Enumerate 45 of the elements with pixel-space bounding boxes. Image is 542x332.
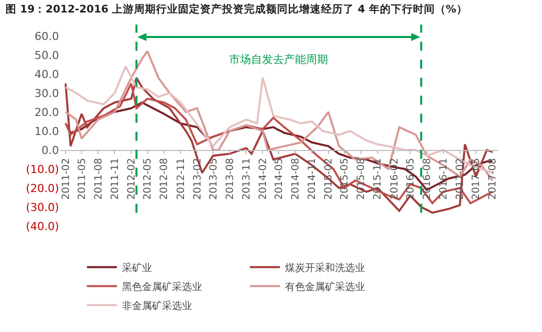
x-tick-label: 2015-02 xyxy=(324,158,335,200)
legend-label: 煤炭开采和洗选业 xyxy=(284,262,365,274)
chart-title: 图 19：2012-2016 上游周期行业固定资产投资完成额同比增速经历了 4 年的下行时间（%） xyxy=(5,2,468,16)
x-tick-label: 2015-08 xyxy=(356,158,368,200)
x-tick-label: 2014-11 xyxy=(307,158,318,200)
x-tick-label: 2017-02 xyxy=(455,158,466,200)
x-tick-label: 2014-08 xyxy=(290,158,302,200)
x-tick-label: 2014-02 xyxy=(258,158,269,200)
x-tick-label: 2011-05 xyxy=(76,158,88,200)
y-tick-label: (20.0) xyxy=(26,182,59,195)
x-tick-label: 2017-05 xyxy=(471,158,482,200)
y-tick-label: 20.0 xyxy=(34,106,59,119)
y-tick-label: 30.0 xyxy=(34,86,59,100)
y-tick-label: (30.0) xyxy=(26,200,59,214)
x-tick-label: 2016-08 xyxy=(422,158,434,200)
y-tick-label: 50.0 xyxy=(34,48,59,62)
y-tick-label: 40.0 xyxy=(34,68,59,81)
x-tick-label: 2016-05 xyxy=(405,158,416,200)
x-tick-label: 2012-02 xyxy=(126,158,138,200)
y-tick-label: (10.0) xyxy=(26,162,59,176)
x-tick-label: 2012-08 xyxy=(159,158,170,200)
x-tick-label: 2011-08 xyxy=(93,158,104,200)
x-tick-label: 2013-02 xyxy=(192,158,204,200)
x-tick-label: 2016-11 xyxy=(438,158,450,200)
x-tick-label: 2012-11 xyxy=(176,158,187,200)
x-tick-label: 2013-08 xyxy=(224,158,236,200)
x-tick-label: 2013-05 xyxy=(208,158,220,200)
x-tick-label: 2011-02 xyxy=(60,158,72,200)
x-tick-label: 2015-05 xyxy=(340,158,351,200)
x-tick-label: 2016-02 xyxy=(389,158,400,200)
x-tick-label: 2013-11 xyxy=(241,158,252,200)
x-tick-label: 2011-11 xyxy=(110,158,121,200)
legend-label: 非金属矿采选业 xyxy=(122,300,192,312)
annotation: 市场自发去产能周期 xyxy=(229,53,328,66)
legend-label: 有色金属矿采选业 xyxy=(284,281,365,293)
x-tick-label: 2014-05 xyxy=(274,158,285,200)
y-tick-label: 0.0 xyxy=(42,144,59,157)
legend-label: 黑色金属矿采选业 xyxy=(122,281,202,293)
y-tick-label: 10.0 xyxy=(34,124,59,138)
x-tick-label: 2012-05 xyxy=(142,158,154,200)
y-tick-label: (40.0) xyxy=(26,220,59,233)
x-tick-label: 2017-08 xyxy=(488,158,499,200)
y-tick-label: 60.0 xyxy=(34,30,59,43)
legend-label: 采矿业 xyxy=(122,262,152,274)
x-tick-label: 2015-11 xyxy=(372,158,384,200)
